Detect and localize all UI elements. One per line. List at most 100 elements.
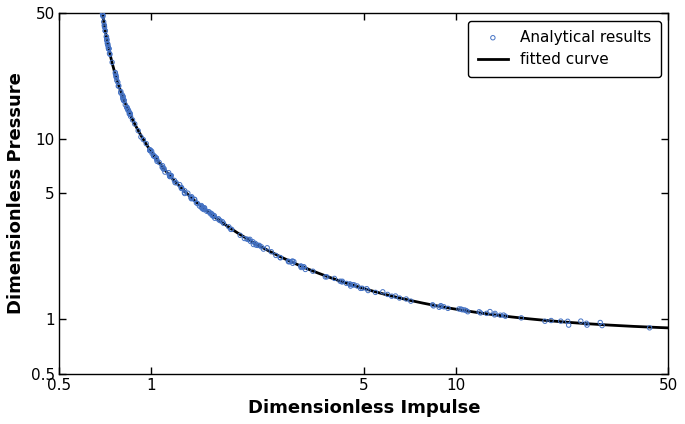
Analytical results — [443, 305, 453, 312]
Analytical results — [321, 273, 332, 280]
Analytical results — [296, 264, 307, 271]
Analytical results — [457, 307, 468, 313]
Analytical results — [113, 83, 124, 89]
Analytical results — [345, 281, 356, 287]
Analytical results — [191, 199, 202, 206]
Analytical results — [475, 310, 486, 316]
Analytical results — [101, 33, 112, 40]
Analytical results — [157, 162, 168, 169]
Analytical results — [97, 13, 108, 20]
Analytical results — [189, 196, 200, 203]
Analytical results — [352, 283, 363, 290]
Analytical results — [210, 215, 221, 222]
Analytical results — [111, 74, 122, 81]
Analytical results — [102, 41, 113, 47]
Analytical results — [179, 190, 190, 197]
Analytical results — [123, 107, 134, 114]
Analytical results — [341, 280, 352, 287]
Analytical results — [133, 127, 144, 134]
Analytical results — [136, 134, 147, 140]
Analytical results — [151, 155, 162, 162]
Analytical results — [120, 101, 131, 108]
Analytical results — [370, 289, 381, 296]
Analytical results — [117, 92, 128, 98]
Analytical results — [597, 322, 608, 329]
Analytical results — [287, 258, 298, 265]
Analytical results — [194, 203, 205, 209]
Analytical results — [110, 72, 121, 79]
Analytical results — [101, 36, 112, 43]
Analytical results — [164, 172, 175, 179]
Analytical results — [119, 97, 129, 104]
Analytical results — [208, 213, 219, 220]
Analytical results — [99, 22, 110, 29]
Analytical results — [100, 28, 111, 34]
Analytical results — [159, 165, 170, 172]
Analytical results — [498, 312, 509, 318]
Analytical results — [113, 83, 124, 89]
Analytical results — [197, 205, 208, 212]
Analytical results — [644, 324, 655, 331]
Analytical results — [164, 173, 175, 180]
Analytical results — [225, 226, 236, 233]
Analytical results — [119, 98, 129, 104]
Analytical results — [207, 212, 218, 219]
Analytical results — [110, 69, 121, 76]
Analytical results — [484, 308, 495, 315]
Analytical results — [99, 27, 110, 34]
Analytical results — [102, 41, 113, 48]
Analytical results — [179, 187, 190, 194]
Analytical results — [275, 254, 286, 261]
Analytical results — [355, 285, 366, 292]
Analytical results — [489, 312, 500, 318]
Analytical results — [226, 226, 237, 233]
Analytical results — [103, 43, 114, 50]
Analytical results — [239, 235, 250, 242]
Analytical results — [147, 150, 158, 157]
Analytical results — [110, 70, 121, 77]
fitted curve — [132, 123, 140, 128]
Analytical results — [189, 196, 200, 203]
Analytical results — [347, 282, 358, 288]
Analytical results — [474, 308, 485, 315]
Analytical results — [169, 177, 180, 184]
Analytical results — [262, 244, 273, 251]
Analytical results — [182, 190, 193, 197]
Analytical results — [436, 303, 447, 310]
Analytical results — [164, 173, 175, 180]
fitted curve — [228, 227, 236, 232]
Analytical results — [176, 184, 187, 191]
Analytical results — [205, 210, 216, 217]
Analytical results — [461, 307, 472, 314]
Analytical results — [295, 262, 306, 269]
Analytical results — [214, 217, 225, 223]
Analytical results — [390, 293, 401, 299]
Analytical results — [215, 218, 226, 224]
Analytical results — [582, 322, 593, 329]
Analytical results — [361, 285, 372, 292]
Analytical results — [163, 169, 174, 176]
Analytical results — [127, 117, 138, 123]
Legend: Analytical results, fitted curve: Analytical results, fitted curve — [469, 21, 661, 77]
Analytical results — [176, 185, 187, 192]
Analytical results — [287, 260, 298, 267]
Analytical results — [153, 159, 164, 166]
Analytical results — [481, 310, 492, 317]
Analytical results — [112, 79, 123, 86]
Analytical results — [394, 295, 405, 301]
Analytical results — [266, 248, 277, 255]
Analytical results — [495, 312, 506, 318]
Analytical results — [196, 203, 207, 210]
Analytical results — [145, 148, 155, 154]
Analytical results — [362, 287, 373, 294]
Analytical results — [121, 104, 132, 111]
Analytical results — [148, 153, 159, 159]
Analytical results — [186, 195, 197, 202]
Analytical results — [540, 318, 551, 325]
fitted curve — [99, 11, 107, 16]
Analytical results — [197, 206, 208, 212]
Analytical results — [209, 212, 220, 219]
Analytical results — [581, 320, 592, 326]
Analytical results — [275, 254, 286, 261]
Analytical results — [186, 194, 197, 201]
